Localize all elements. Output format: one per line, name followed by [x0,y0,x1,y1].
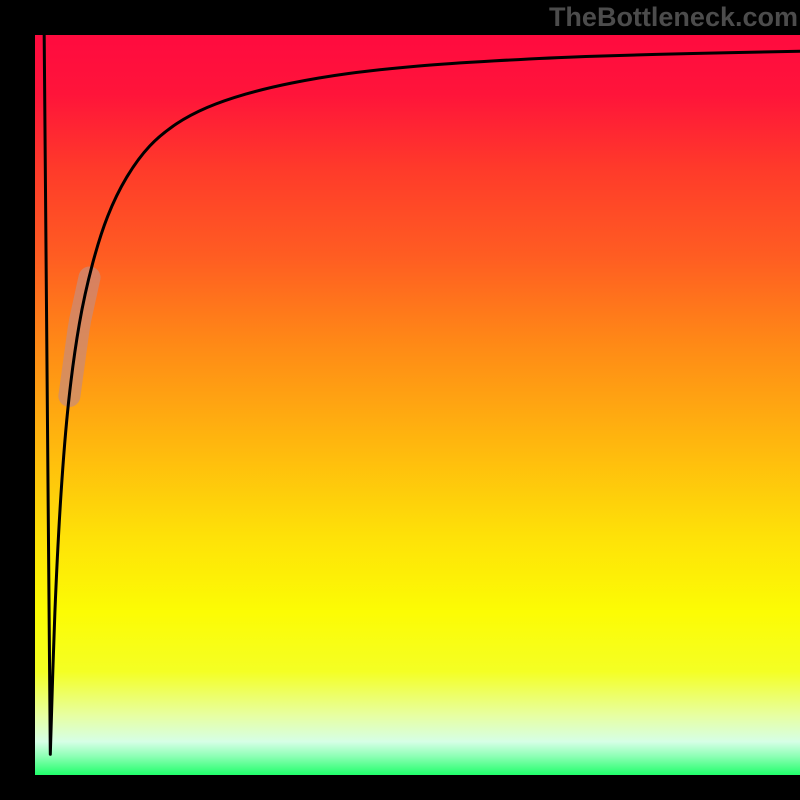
watermark-text: TheBottleneck.com [549,2,798,33]
plot-area [35,35,800,775]
chart-stage: TheBottleneck.com [0,0,800,800]
gradient-background [35,35,800,775]
